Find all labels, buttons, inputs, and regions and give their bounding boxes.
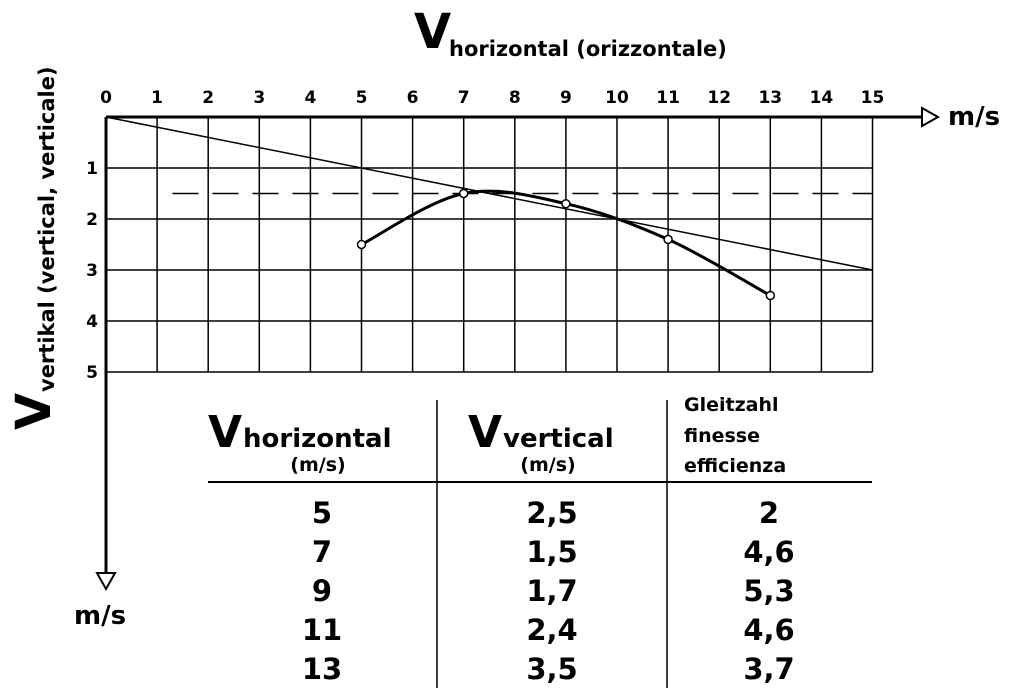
table-cell: 4,6	[743, 613, 794, 647]
col2-header-main: V	[468, 407, 502, 458]
chart-title-sub: horizontal (orizzontale)	[449, 37, 727, 61]
plot-lines	[105, 116, 873, 297]
y-axis-title: V vertikal (vertical, verticale)	[6, 66, 62, 430]
x-axis-unit: m/s	[948, 102, 1000, 132]
x-tick-label: 11	[656, 88, 680, 108]
data-point	[356, 239, 367, 250]
col1-header-main: V	[208, 407, 242, 458]
y-tick-label: 3	[86, 261, 98, 281]
col3-header-line1: Gleitzahl	[684, 394, 779, 416]
table-cell: 2	[759, 496, 779, 530]
y-axis-unit: m/s	[74, 601, 126, 631]
axes	[95, 106, 941, 592]
table-cell: 4,6	[743, 535, 794, 569]
y-axis-title-sub: vertikal (vertical, verticale)	[35, 66, 59, 392]
col3-header-line3: efficienza	[684, 455, 786, 477]
table-cell: 5,3	[743, 574, 794, 608]
y-tick-labels: 1 2 3 4 5	[86, 159, 98, 383]
y-tick-label: 5	[86, 363, 98, 383]
x-tick-label: 9	[560, 88, 572, 108]
chart-title-main: V	[414, 4, 451, 60]
y-tick-label: 1	[86, 159, 98, 179]
x-tick-label: 13	[758, 88, 782, 108]
x-tick-label: 0	[100, 88, 112, 108]
table-cell: 11	[302, 613, 342, 647]
table-cell: 2,5	[526, 496, 577, 530]
col2-header-unit: (m/s)	[520, 454, 575, 476]
grid	[106, 117, 874, 373]
table-cell: 3,5	[526, 652, 577, 686]
y-axis-title-main: V	[6, 393, 62, 430]
table-cell: 13	[302, 652, 342, 686]
x-tick-label: 4	[304, 88, 316, 108]
x-tick-label: 1	[151, 88, 163, 108]
y-tick-label: 2	[86, 210, 98, 230]
table-cell: 2,4	[526, 613, 577, 647]
x-tick-label: 12	[707, 88, 731, 108]
x-tick-label: 5	[356, 88, 368, 108]
x-tick-label: 6	[407, 88, 419, 108]
col2-header-sub: vertical	[503, 424, 614, 454]
x-tick-label: 8	[509, 88, 521, 108]
x-tick-label: 10	[605, 88, 629, 108]
table-cell: 3,7	[743, 652, 794, 686]
col1-header-unit: (m/s)	[290, 454, 345, 476]
table-cell: 9	[312, 574, 332, 608]
table-rows: 5 2,5 2 7 1,5 4,6 9 1,7 5,3 11 2,4 4,6 13 3,5 3,7	[302, 496, 795, 686]
x-tick-label: 7	[458, 88, 470, 108]
data-points	[356, 188, 776, 301]
col1-header-sub: horizontal	[243, 424, 392, 454]
y-tick-label: 4	[86, 312, 98, 332]
y-axis-arrow	[95, 572, 117, 592]
table-cell: 1,7	[526, 574, 577, 608]
x-tick-label: 2	[202, 88, 214, 108]
data-point	[663, 234, 673, 245]
x-tick-label: 14	[810, 88, 834, 108]
data-table: V horizontal (m/s) V vertical (m/s) Glei…	[208, 394, 872, 688]
data-point	[561, 198, 571, 209]
x-tick-label: 3	[253, 88, 265, 108]
x-tick-label: 15	[861, 88, 885, 108]
table-cell: 7	[312, 535, 332, 569]
x-axis-arrow	[921, 106, 941, 128]
table-cell: 5	[312, 496, 332, 530]
col3-header-line2: finesse	[684, 425, 760, 447]
table-cell: 1,5	[526, 535, 577, 569]
data-point	[765, 290, 776, 301]
data-point	[458, 188, 469, 199]
tangent-line	[105, 116, 873, 271]
x-tick-labels: 0 1 2 3 4 5 6 7 8 9 10 11 12 13 14 15	[100, 88, 884, 108]
